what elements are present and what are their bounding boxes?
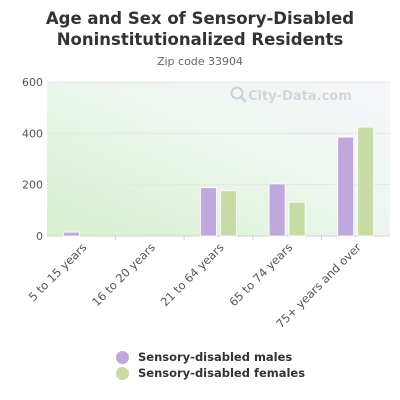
bar-females[interactable] bbox=[220, 190, 237, 237]
watermark-text: City-Data.com bbox=[248, 89, 352, 104]
chart-subtitle: Zip code 33904 bbox=[156, 55, 244, 68]
legend-item-males[interactable]: Sensory-disabled males bbox=[116, 349, 305, 365]
legend-label-females: Sensory-disabled females bbox=[138, 366, 306, 380]
y-axis: 0 200 400 600 bbox=[22, 76, 43, 243]
grid-lines bbox=[47, 81, 390, 237]
x-tick-label: 5 to 15 years bbox=[26, 240, 90, 304]
bar-males[interactable] bbox=[337, 136, 355, 237]
legend-item-females[interactable]: Sensory-disabled females bbox=[116, 365, 305, 381]
legend-swatch-males bbox=[116, 350, 129, 364]
y-tick-label: 600 bbox=[22, 76, 43, 89]
legend-swatch-females bbox=[116, 366, 129, 380]
bars bbox=[62, 126, 375, 237]
chart-title: Age and Sex of Sensory-Disabled Noninsti… bbox=[45, 9, 355, 49]
legend: Sensory-disabled males Sensory-disabled … bbox=[116, 349, 305, 381]
y-tick-label: 0 bbox=[36, 230, 43, 243]
bar-males[interactable] bbox=[200, 187, 217, 237]
watermark: City-Data.com bbox=[230, 86, 352, 104]
y-tick-label: 200 bbox=[22, 179, 43, 192]
bar-females[interactable] bbox=[288, 201, 306, 237]
bar-males[interactable] bbox=[62, 231, 80, 237]
magnifier-icon bbox=[230, 86, 247, 103]
x-tick-label: 65 to 74 years bbox=[226, 240, 295, 309]
plot-area bbox=[47, 82, 390, 236]
x-tick-label: 16 to 20 years bbox=[89, 240, 158, 309]
bar-females[interactable] bbox=[357, 126, 375, 237]
x-tick-label: 21 to 64 years bbox=[158, 240, 227, 309]
legend-label-males: Sensory-disabled males bbox=[138, 350, 293, 364]
bar-males[interactable] bbox=[268, 183, 286, 237]
x-axis: 5 to 15 years 16 to 20 years 21 to 64 year… bbox=[26, 236, 364, 331]
y-tick-label: 400 bbox=[22, 127, 43, 140]
